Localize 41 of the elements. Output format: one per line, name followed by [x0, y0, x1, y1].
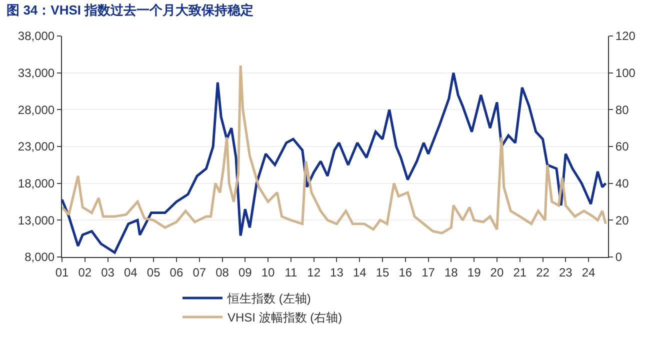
y2-tick-label: 0 — [615, 250, 622, 264]
y-tick-label: 18,000 — [18, 176, 55, 191]
x-tick-label: 17 — [422, 265, 436, 280]
y2-tick-label: 20 — [615, 213, 630, 228]
y2-tick-label: 80 — [615, 102, 630, 117]
legend-label: 恒生指数 (左轴) — [226, 292, 311, 306]
y-tick-label: 38,000 — [18, 29, 55, 44]
x-tick-label: 18 — [444, 265, 458, 280]
x-tick-label: 22 — [536, 265, 550, 280]
x-tick-label: 03 — [101, 265, 115, 280]
x-tick-label: 10 — [261, 265, 276, 280]
x-tick-label: 23 — [558, 265, 573, 280]
y2-tick-label: 60 — [615, 140, 630, 154]
x-tick-label: 08 — [216, 265, 230, 280]
x-tick-label: 13 — [330, 265, 344, 280]
y2-tick-label: 120 — [615, 29, 636, 44]
x-tick-label: 16 — [398, 265, 412, 280]
x-tick-label: 20 — [490, 265, 504, 280]
x-tick-label: 11 — [284, 265, 298, 280]
x-tick-label: 14 — [352, 265, 367, 280]
x-tick-label: 04 — [124, 265, 138, 280]
x-tick-label: 02 — [78, 265, 92, 280]
x-tick-label: 12 — [307, 265, 321, 280]
x-tick-label: 21 — [513, 265, 527, 280]
y-tick-label: 8,000 — [24, 250, 55, 264]
x-tick-label: 15 — [376, 265, 390, 280]
y-tick-label: 23,000 — [18, 140, 55, 154]
y-tick-label: 33,000 — [18, 66, 55, 80]
x-tick-label: 09 — [238, 265, 252, 280]
x-tick-label: 05 — [146, 265, 161, 280]
y2-tick-label: 100 — [615, 66, 636, 80]
y2-tick-label: 40 — [615, 176, 630, 191]
x-tick-label: 06 — [170, 265, 184, 280]
x-tick-label: 24 — [582, 265, 596, 280]
x-tick-label: 07 — [192, 265, 206, 280]
x-tick-label: 19 — [467, 265, 482, 280]
chart-title: 图 34：VHSI 指数过去一个月大致保持稳定 — [6, 2, 254, 18]
y-tick-label: 13,000 — [18, 213, 55, 228]
x-tick-label: 01 — [55, 265, 69, 280]
legend-label: VHSI 波幅指数 (右轴) — [228, 310, 342, 325]
y-tick-label: 28,000 — [18, 102, 55, 117]
